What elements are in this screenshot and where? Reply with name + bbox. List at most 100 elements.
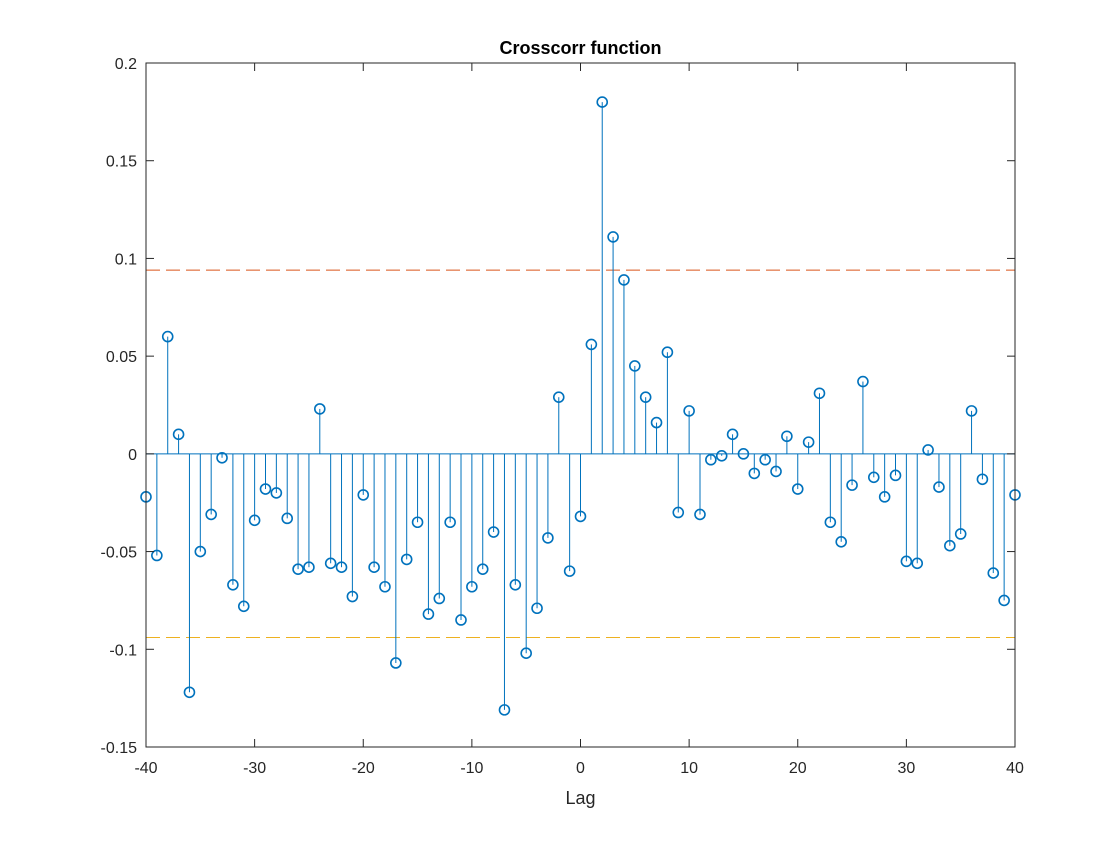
stem-marker [216,451,228,464]
x-tick-label: 40 [1006,760,1024,777]
stem-marker [791,483,804,495]
stem-marker [770,465,782,478]
stem-marker [487,526,500,538]
stem-marker [172,428,185,441]
stem-marker [444,516,456,529]
stem-marker [661,346,674,359]
stem-marker [313,403,326,415]
stem-marker [455,614,467,626]
stem-marker [563,565,576,577]
x-tick-label: 10 [680,760,698,777]
stem-marker [324,557,337,570]
stem-marker [900,555,913,568]
stem-marker [542,532,554,544]
stem-marker [813,387,826,400]
stem-marker [390,657,402,669]
stem-markers [140,96,1021,716]
stem-marker [520,647,532,659]
x-tick-labels: -40 -30 -20 -10 0 10 20 30 40 [134,760,1024,777]
stem-marker [759,453,771,466]
stem-marker [476,563,489,575]
stem-marker [270,487,283,499]
stem-marker [183,686,196,699]
y-tick-label: 0.15 [106,154,137,171]
stem-marker [889,469,902,482]
stem-marker [998,594,1010,607]
stem-marker [672,506,685,519]
stem-marker [292,563,304,575]
stem-marker [574,510,587,523]
x-tick-label: -20 [352,760,375,777]
stem-marker [650,416,663,429]
stem-marker [422,608,435,620]
stem-marker [151,549,163,562]
stem-marker [781,430,793,443]
stem-marker [857,375,869,388]
stem-marker [683,405,695,417]
stem-marker [618,274,630,286]
chart-title: Crosscorr function [499,38,661,58]
stem-marker [835,535,848,548]
stem-marker [846,479,858,491]
stem-marker [248,514,261,527]
stem-marker [911,557,924,570]
stem-marker [509,578,522,591]
y-tick-label: 0.05 [106,349,137,366]
stem-marker [933,481,945,493]
x-tick-label: 20 [789,760,807,777]
axis-ticks [145,62,1016,748]
stem-marker [596,96,609,108]
stem-marker [346,590,359,603]
stem-marker [498,704,511,716]
stem-marker [552,391,565,403]
stems [145,102,1016,710]
stem-marker [585,338,598,351]
stem-marker [944,539,956,552]
stem-marker [357,489,370,501]
stem-marker [824,516,837,529]
stem-marker [335,561,348,574]
y-tick-label: -0.05 [101,545,138,562]
plot-area [146,63,1015,747]
stem-marker [976,473,989,486]
stem-marker [629,360,641,372]
stem-marker [205,508,217,521]
stem-marker [433,592,446,605]
stem-marker [802,436,815,448]
x-tick-label: 30 [897,760,915,777]
stem-marker [411,516,424,529]
x-tick-label: -30 [243,760,266,777]
y-tick-label: 0 [128,447,137,464]
stem-marker [607,231,619,243]
stem-marker [715,450,728,462]
stem-marker [922,444,934,456]
stem-marker [303,561,315,574]
x-axis-title: Lag [565,788,595,808]
y-tick-label: 0.1 [115,251,137,268]
stem-marker [194,545,207,558]
stem-marker [237,600,250,613]
stem-marker [867,471,880,484]
stem-marker [878,491,891,503]
x-tick-label: -10 [460,760,483,777]
x-tick-label: 0 [576,760,585,777]
stem-marker [281,512,294,525]
stem-marker [748,467,761,480]
y-tick-labels: -0.15 -0.1 -0.05 0 0.05 0.1 0.15 0.2 [101,56,138,757]
y-tick-label: -0.15 [101,740,138,757]
stem-marker [400,553,413,566]
confidence-bounds [146,269,1015,639]
stem-marker [531,602,543,615]
y-tick-label: -0.1 [109,642,137,659]
stem-marker [161,330,174,343]
stem-marker [737,448,750,460]
stem-marker [368,561,380,574]
stem-marker [987,567,1000,579]
stem-marker [259,483,272,495]
stem-marker [227,578,239,591]
stem-marker [726,428,739,441]
x-tick-label: -40 [134,760,157,777]
stem-marker [705,453,717,466]
